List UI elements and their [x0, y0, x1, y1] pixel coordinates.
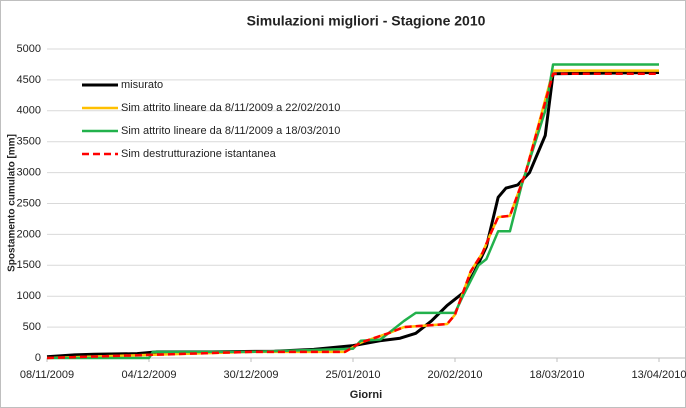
y-tick-label: 4000	[17, 105, 41, 117]
x-tick-label: 13/04/2010	[631, 369, 686, 381]
legend-label: Sim attrito lineare da 8/11/2009 a 22/02…	[121, 102, 340, 114]
x-tick-label: 18/03/2010	[529, 369, 584, 381]
x-tick-label: 20/02/2010	[427, 369, 482, 381]
y-tick-label: 3500	[17, 136, 41, 148]
x-tick-label: 08/11/2009	[20, 369, 74, 381]
chart-title: Simulazioni migliori - Stagione 2010	[247, 13, 486, 29]
y-tick-label: 4500	[17, 74, 41, 86]
x-tick-label: 30/12/2009	[223, 369, 278, 381]
legend-label: Sim attrito lineare da 8/11/2009 a 18/03…	[121, 125, 340, 137]
legend-label: misurato	[121, 79, 163, 91]
y-tick-label: 3000	[17, 167, 41, 179]
y-tick-label: 1000	[17, 290, 41, 302]
y-tick-label: 1500	[17, 259, 41, 271]
legend-label: Sim destrutturazione istantanea	[121, 148, 277, 160]
y-tick-label: 2000	[17, 228, 41, 240]
y-axis-label: Spostamento cumulato [mm]	[7, 134, 18, 272]
y-tick-label: 5000	[17, 43, 41, 55]
x-axis-label: Giorni	[350, 389, 382, 401]
y-tick-label: 0	[35, 352, 41, 364]
y-tick-label: 500	[23, 321, 41, 333]
y-tick-label: 2500	[17, 197, 41, 209]
x-tick-label: 04/12/2009	[121, 369, 176, 381]
x-tick-label: 25/01/2010	[325, 369, 380, 381]
series-line	[46, 72, 659, 360]
